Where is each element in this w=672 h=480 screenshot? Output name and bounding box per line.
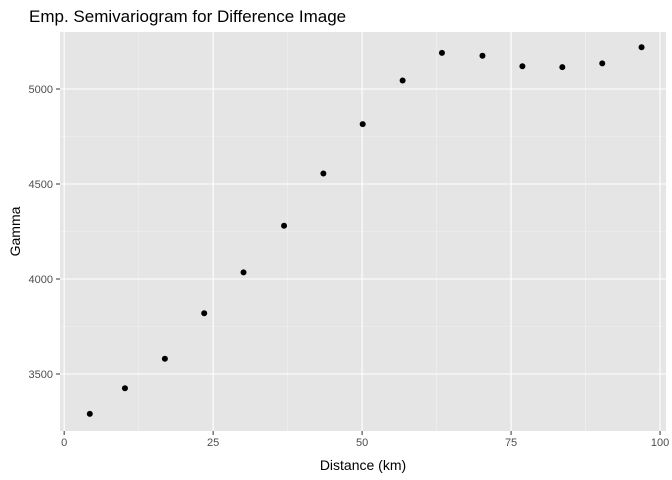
y-axis-ticks: 3500 4000 4500 5000 [29, 84, 60, 381]
data-points [86, 44, 645, 417]
data-point [559, 64, 566, 71]
x-tick-label: 100 [651, 437, 669, 449]
data-point [479, 52, 486, 59]
data-point [438, 49, 445, 56]
x-tick-label: 50 [356, 437, 368, 449]
data-point [638, 44, 645, 51]
y-tick-label: 4000 [29, 274, 53, 286]
data-point [399, 77, 406, 84]
data-point [519, 63, 526, 70]
data-point [281, 222, 288, 229]
minor-gridlines [60, 32, 666, 431]
data-point [121, 385, 128, 392]
data-point [359, 121, 366, 128]
x-tick-label: 25 [207, 437, 219, 449]
y-axis-label: Gamma [7, 206, 23, 256]
major-gridlines [60, 32, 666, 431]
x-axis-label: Distance (km) [320, 457, 406, 473]
data-point [240, 269, 247, 276]
y-tick-label: 5000 [29, 84, 53, 96]
data-point [86, 410, 93, 417]
data-point [161, 355, 168, 362]
x-tick-label: 75 [505, 437, 517, 449]
y-tick-label: 4500 [29, 179, 53, 191]
data-point [599, 60, 606, 67]
y-tick-label: 3500 [29, 369, 53, 381]
x-axis-ticks: 0 25 50 75 100 [61, 431, 669, 449]
x-tick-label: 0 [61, 437, 67, 449]
data-point [320, 170, 327, 177]
data-point [201, 310, 208, 317]
chart-title: Emp. Semivariogram for Difference Image [29, 7, 346, 26]
